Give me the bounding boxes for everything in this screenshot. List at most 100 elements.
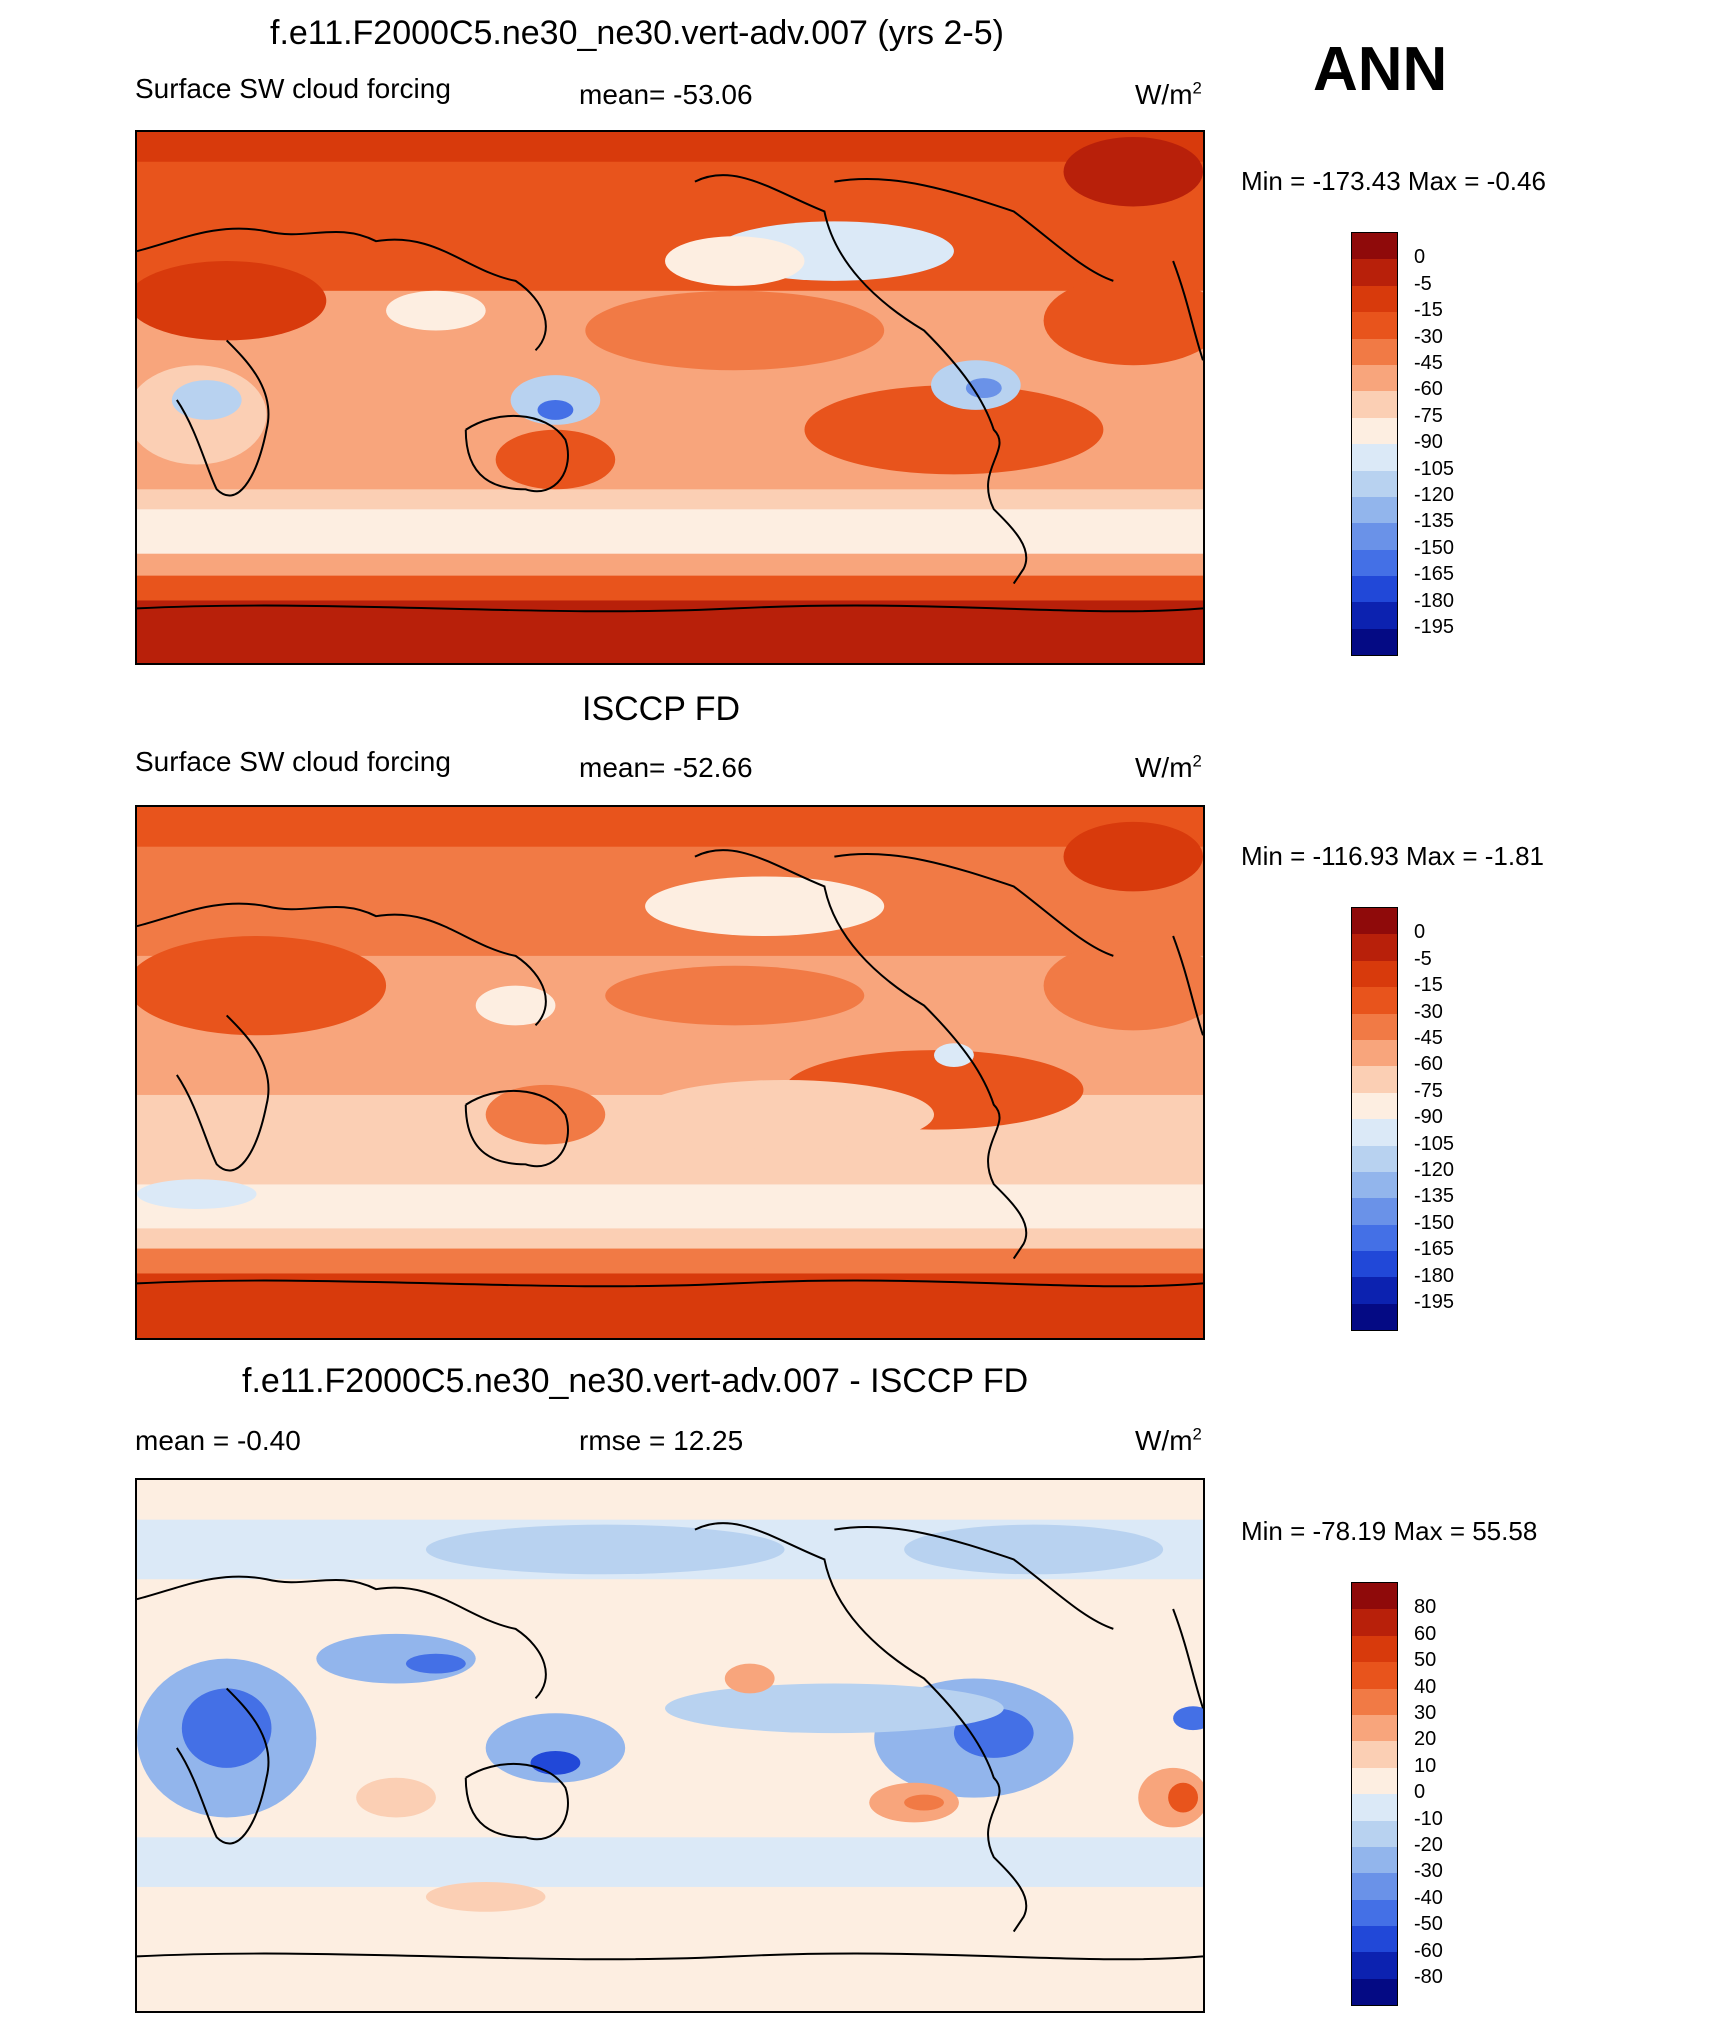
panel-2-title: ISCCP FD [582, 690, 741, 728]
colorbar-level-label: -165 [1414, 563, 1455, 586]
colorbar-swatch [1352, 364, 1397, 392]
panel-1-units: W/m2 [1135, 78, 1202, 110]
colorbar-level-label: -30 [1414, 1000, 1443, 1023]
colorbar-swatch [1352, 1583, 1397, 1610]
panel-1-title: f.e11.F2000C5.ne30_ne30.vert-adv.007 (yr… [270, 14, 1004, 52]
colorbar-swatch [1352, 1662, 1397, 1689]
colorbar-level-label: 50 [1414, 1649, 1437, 1672]
colorbar-level-label: -5 [1414, 272, 1432, 295]
colorbar-swatch [1352, 908, 1397, 935]
colorbar-level-label: -5 [1414, 947, 1432, 970]
colorbar-level-label: -80 [1414, 1966, 1443, 1988]
panel-3-map-svg [137, 1480, 1203, 2011]
colorbar-swatch [1352, 1277, 1397, 1304]
colorbar-level-label: -75 [1414, 404, 1443, 427]
colorbar-level-label: -120 [1414, 484, 1455, 506]
colorbar-level-label: -135 [1414, 510, 1455, 533]
colorbar-level-label: 20 [1414, 1728, 1437, 1751]
colorbar-level-label: -165 [1414, 1238, 1455, 1261]
colorbar-level-label: 0 [1414, 1781, 1426, 1804]
colorbar-swatch [1352, 1688, 1397, 1715]
colorbar-swatch [1352, 1873, 1397, 1900]
panel-3-minmax: Min = -78.19 Max = 55.58 [1241, 1516, 1538, 1546]
colorbar-swatch [1352, 934, 1397, 961]
panel-1-minmax: Min = -173.43 Max = -0.46 [1241, 166, 1546, 196]
panel-1-variable-label: Surface SW cloud forcing [135, 73, 451, 104]
colorbar-level-label: 40 [1414, 1675, 1437, 1698]
colorbar-swatch [1352, 470, 1397, 497]
colorbar-level-label: -20 [1414, 1834, 1443, 1856]
colorbar-swatch [1352, 987, 1397, 1014]
colorbar-level-label: -150 [1414, 1211, 1455, 1234]
colorbar-swatch [1352, 1899, 1397, 1927]
colorbar-swatch [1352, 1794, 1397, 1821]
colorbar-swatch [1352, 1251, 1397, 1278]
colorbar-level-label: -180 [1414, 1264, 1455, 1287]
colorbar-swatch [1352, 1978, 1397, 2006]
colorbar-swatch [1352, 1013, 1397, 1040]
colorbar-swatch [1352, 1119, 1397, 1146]
colorbar-swatch [1352, 1741, 1397, 1768]
panel-2-units: W/m2 [1135, 751, 1202, 783]
colorbar-swatch [1352, 602, 1397, 629]
colorbar-swatch [1352, 1767, 1397, 1795]
colorbar-level-label: 80 [1414, 1596, 1437, 1619]
panel-3-rmse-label: rmse = 12.25 [579, 1425, 744, 1456]
panel-1-map [135, 130, 1205, 665]
colorbar-level-label: -30 [1414, 325, 1443, 348]
colorbar-swatch [1352, 1846, 1397, 1874]
colorbar-swatch [1352, 1066, 1397, 1093]
colorbar-level-label: -60 [1414, 378, 1443, 401]
panel-2-colorbar [1351, 907, 1398, 1332]
colorbar-swatch [1352, 1609, 1397, 1636]
colorbar-level-label: -60 [1414, 1053, 1443, 1076]
panel-3-units: W/m2 [1135, 1424, 1202, 1456]
colorbar-swatch [1352, 549, 1397, 577]
colorbar-level-label: -180 [1414, 589, 1455, 612]
colorbar-level-label: -105 [1414, 457, 1455, 480]
colorbar-level-label: -90 [1414, 1106, 1443, 1129]
panel-3-colorbar [1351, 1582, 1398, 2007]
colorbar-swatch [1352, 1145, 1397, 1172]
colorbar-swatch [1352, 1635, 1397, 1663]
colorbar-swatch [1352, 1714, 1397, 1742]
colorbar-level-label: 30 [1414, 1702, 1437, 1724]
colorbar-swatch [1352, 1092, 1397, 1120]
colorbar-swatch [1352, 1171, 1397, 1199]
colorbar-level-label: -90 [1414, 431, 1443, 454]
colorbar-level-label: -10 [1414, 1807, 1443, 1830]
panel-2-mean-label: mean= -52.66 [579, 752, 753, 783]
colorbar-level-label: -195 [1414, 616, 1455, 638]
colorbar-swatch [1352, 1198, 1397, 1225]
colorbar-level-label: -50 [1414, 1913, 1443, 1936]
colorbar-swatch [1352, 233, 1397, 260]
panel-3-map [135, 1478, 1205, 2013]
colorbar-swatch [1352, 285, 1397, 313]
colorbar-swatch [1352, 1820, 1397, 1847]
colorbar-level-label: -15 [1414, 974, 1443, 997]
colorbar-level-label: 10 [1414, 1754, 1437, 1777]
panel-2-map [135, 805, 1205, 1340]
colorbar-level-label: -75 [1414, 1079, 1443, 1102]
panel-2-variable-label: Surface SW cloud forcing [135, 746, 451, 777]
colorbar-swatch [1352, 960, 1397, 988]
colorbar-swatch [1352, 444, 1397, 471]
colorbar-swatch [1352, 391, 1397, 418]
colorbar-level-label: -60 [1414, 1939, 1443, 1962]
colorbar-swatch [1352, 496, 1397, 524]
colorbar-swatch [1352, 417, 1397, 445]
colorbar-swatch [1352, 523, 1397, 550]
panel-3-title: f.e11.F2000C5.ne30_ne30.vert-adv.007 - I… [242, 1362, 1029, 1400]
colorbar-swatch [1352, 628, 1397, 656]
panel-1-mean-label: mean= -53.06 [579, 79, 753, 110]
colorbar-level-label: -45 [1414, 352, 1443, 374]
season-label: ANN [1313, 35, 1448, 104]
colorbar-swatch [1352, 259, 1397, 286]
colorbar-level-label: -45 [1414, 1027, 1443, 1049]
colorbar-swatch [1352, 1926, 1397, 1953]
colorbar-swatch [1352, 576, 1397, 603]
colorbar-swatch [1352, 338, 1397, 365]
colorbar-level-label: 60 [1414, 1622, 1437, 1645]
colorbar-level-label: -40 [1414, 1886, 1443, 1909]
colorbar-level-label: 0 [1414, 246, 1426, 269]
